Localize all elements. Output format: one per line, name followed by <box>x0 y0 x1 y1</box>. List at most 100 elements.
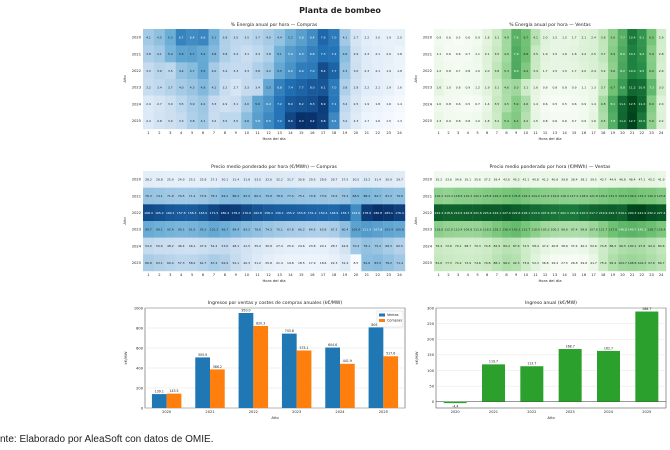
heatmap-cell <box>559 62 570 80</box>
heatmap-cell-label: 5.4 <box>201 52 206 56</box>
heatmap-cell-label: 1.6 <box>533 85 538 89</box>
heatmap-cell-label: 111.6 <box>473 227 482 231</box>
heatmap-cell <box>197 171 209 188</box>
heatmap-cell <box>453 254 464 272</box>
bar <box>281 333 297 408</box>
heatmap-cell-label: 0.6 <box>543 102 548 106</box>
y-tick-label: 800 <box>136 326 144 330</box>
heatmap-cell <box>588 95 599 113</box>
heatmap-cell-label: 63.8 <box>320 227 327 231</box>
heatmap-cell <box>598 45 609 63</box>
heatmap-cell <box>274 237 286 255</box>
heatmap-cell-label: 6.8 <box>310 52 315 56</box>
heatmap-cell <box>394 254 406 272</box>
heatmap-cell-label: 219.5 <box>454 211 463 215</box>
bar-value-label: 517.6 <box>386 352 395 356</box>
heatmap-cell-label: 125.8 <box>483 194 492 198</box>
heatmap-cell-label: 44.9 <box>609 177 616 181</box>
heatmap-cell <box>434 29 444 46</box>
heatmap-cell-label: 3.3 <box>233 69 238 73</box>
heatmap-cell <box>588 29 599 46</box>
source-caption: nte: Elaborado por AleaSoft con datos de… <box>0 434 214 445</box>
x-tick-label: 19 <box>611 273 616 277</box>
heatmap-cell <box>434 187 444 205</box>
heatmap-cell <box>328 95 340 113</box>
heatmap-cell-label: 31.4 <box>342 261 349 265</box>
heatmap-cell-label: 3.7 <box>601 52 606 56</box>
heatmap-cell <box>306 171 318 188</box>
heatmap-cell-label: 219.9 <box>599 211 608 215</box>
bar <box>520 366 544 402</box>
heatmap-cell <box>306 204 318 222</box>
x-tick-label: 2021 <box>205 410 214 414</box>
heatmap-cell-label: 8.1 <box>610 102 615 106</box>
heatmap-cell-label: 52.6 <box>590 244 597 248</box>
heatmap-cell-label: 76.4 <box>435 244 442 248</box>
x-tick-label: 2020 <box>162 410 172 414</box>
y-tick-label: 250 <box>427 322 435 326</box>
heatmap-cell-label: 2.0 <box>375 35 380 39</box>
heatmap-cell-label: 105.3 <box>541 227 550 231</box>
heatmap-cell-label: 0.7 <box>475 102 480 106</box>
heatmap-cell-label: 3.4 <box>533 69 538 73</box>
heatmap-cell <box>372 254 384 272</box>
heatmap-cell-label: 97.6 <box>648 261 655 265</box>
heatmap-cell <box>598 79 609 96</box>
heatmap-cell <box>197 62 209 80</box>
heatmap-cell <box>263 62 275 80</box>
heatmap-cell-label: 67.4 <box>211 261 218 265</box>
heatmap-cell-label: 224.1 <box>493 211 502 215</box>
heatmap-cell-label: 3.1 <box>523 85 528 89</box>
heatmap-cell <box>472 237 483 255</box>
heatmap-cell <box>501 237 512 255</box>
heatmap-cell <box>608 221 618 238</box>
heatmap-cell-label: 28.7 <box>331 177 338 181</box>
heatmap-cell-label: 92.4 <box>167 227 174 231</box>
heatmap-cell <box>339 204 351 222</box>
heatmap-cell <box>339 62 351 80</box>
heatmap-cell-label: 9.2 <box>310 119 315 123</box>
heatmap-cell-label: 11.2 <box>629 85 636 89</box>
heatmap-cell <box>637 237 647 255</box>
heatmap-cell-label: 4.6 <box>343 52 348 56</box>
heatmap-cell-label: 213.0 <box>531 211 540 215</box>
heatmap-cell-label: 0.8 <box>456 85 461 89</box>
heatmap-cell-label: 4.5 <box>601 119 606 123</box>
heatmap-cell <box>383 79 395 96</box>
plot-frame <box>435 307 667 409</box>
heatmap-cell-label: 227.9 <box>502 211 511 215</box>
heatmap-cell <box>617 204 628 222</box>
heatmap-cell <box>608 45 618 63</box>
heatmap-cell-label: 75.9 <box>600 261 607 265</box>
heatmap-cell <box>230 112 242 130</box>
heatmap-cell <box>617 95 628 113</box>
heatmap-cell <box>143 237 155 255</box>
bar-value-label: 743.8 <box>285 329 294 333</box>
heatmap-cell-label: 118.4 <box>560 194 569 198</box>
heatmap-cell <box>383 254 395 272</box>
heatmap-cell <box>453 221 464 238</box>
x-tick-label: 1 <box>438 131 440 135</box>
heatmap-cell-label: 23.8 <box>309 244 316 248</box>
heatmap-cell-label: 168.4 <box>144 211 153 215</box>
heatmap-cell-label: 4.2 <box>266 69 271 73</box>
heatmap-cell <box>588 62 599 80</box>
heatmap-cell-label: 71.2 <box>189 194 196 198</box>
heatmap-cell-label: 6.0 <box>649 102 654 106</box>
heatmap-cell <box>394 237 406 255</box>
heatmap-cell <box>637 204 647 222</box>
x-tick-label: 21 <box>365 131 370 135</box>
heatmap-cell-label: 7.9 <box>514 52 519 56</box>
heatmap-cell <box>383 29 395 46</box>
heatmap-cell-label: 3.5 <box>179 102 184 106</box>
heatmap-cell-label: 7.7 <box>332 69 337 73</box>
heatmap-cell-label: 11.1 <box>619 102 626 106</box>
heatmap-cell <box>241 204 253 222</box>
heatmap-cell <box>472 95 483 113</box>
heatmap-cell <box>656 29 667 46</box>
heatmap-cell <box>284 254 297 272</box>
heatmap-cell-label: 0.8 <box>456 119 461 123</box>
heatmap-cell <box>472 171 483 188</box>
heatmap-cell-label: 30.9 <box>385 177 392 181</box>
heatmap-cell-label: 3.1 <box>494 85 499 89</box>
